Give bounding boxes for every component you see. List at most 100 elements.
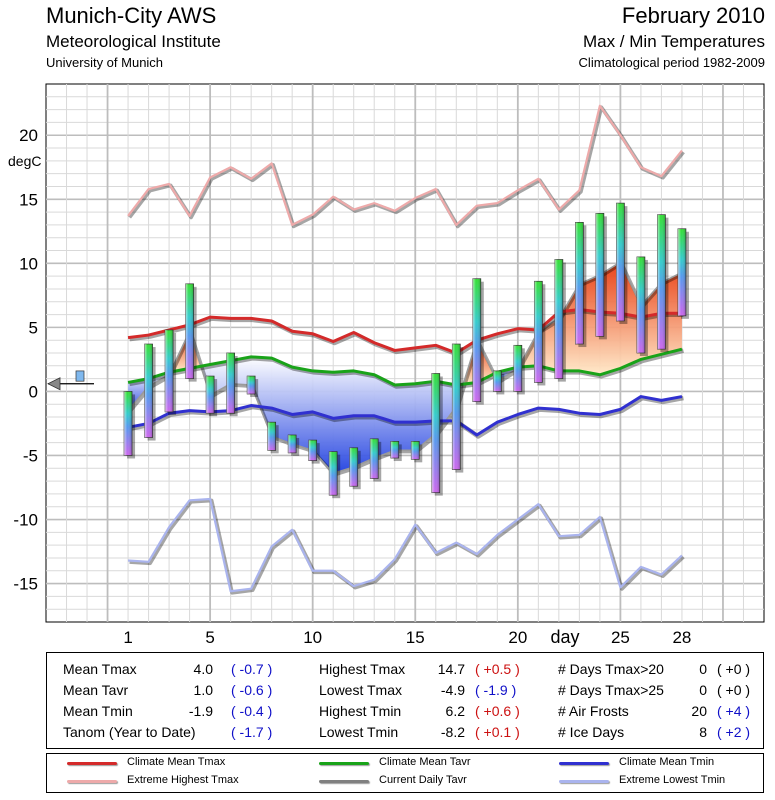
- legend-swatch: [319, 780, 369, 783]
- y-tick-label: -5: [23, 446, 38, 465]
- daily-range-bar: [308, 439, 320, 464]
- university-name: University of Munich: [46, 55, 164, 70]
- chart-subtitle: Max / Min Temperatures: [582, 32, 765, 51]
- bar-highlight: [349, 447, 358, 487]
- extreme-lowest-tmin-line-shadow: [129, 498, 685, 595]
- stat-label: # Air Frosts: [558, 703, 629, 719]
- daily-range-bar: [533, 280, 546, 386]
- bar-highlight: [636, 256, 645, 353]
- legend-swatch: [319, 762, 369, 765]
- y-tick-label: 5: [29, 318, 38, 337]
- daily-range-bar: [246, 375, 259, 397]
- daily-range-bar: [616, 202, 628, 324]
- y-tick-label: 20: [19, 126, 38, 145]
- stat-anomaly: ( +4 ): [717, 703, 751, 719]
- legend-label: Extreme Highest Tmax: [127, 774, 239, 786]
- bar-highlight: [411, 441, 420, 460]
- bar-highlight: [534, 281, 543, 383]
- y-tick-label: 15: [19, 190, 38, 209]
- stat-value: -4.9: [440, 682, 465, 698]
- stat-label: # Days Tmax>25: [558, 682, 664, 698]
- daily-range-bar: [349, 447, 361, 490]
- daily-range-bar: [492, 370, 505, 395]
- x-tick-label: 25: [611, 628, 630, 647]
- bar-highlight: [513, 345, 522, 392]
- stat-value: 1.0: [193, 682, 213, 698]
- daily-range-bar: [287, 434, 300, 456]
- stat-value: 0: [699, 682, 707, 698]
- stat-anomaly: ( +2 ): [717, 724, 751, 740]
- daily-range-bar: [205, 375, 218, 417]
- legend-label: Current Daily Tavr: [379, 774, 467, 786]
- legend-swatch: [559, 780, 609, 783]
- bar-highlight: [267, 422, 276, 451]
- ytd-marker-arrow: [47, 377, 61, 391]
- bar-highlight: [329, 451, 338, 496]
- stat-value: 8: [699, 724, 707, 740]
- month-title: February 2010: [621, 3, 765, 28]
- extreme-highest-tmax-line: [127, 104, 683, 227]
- stat-label: Highest Tmin: [319, 703, 402, 719]
- stat-anomaly: ( +0.6 ): [475, 703, 520, 719]
- daily-range-bar: [328, 451, 341, 499]
- stat-label: Lowest Tmax: [319, 682, 402, 698]
- stat-anomaly: ( -0.4 ): [231, 703, 273, 719]
- stat-value: 4.0: [193, 661, 213, 677]
- bar-highlight: [390, 441, 399, 459]
- y-tick-label: 10: [19, 254, 38, 273]
- daily-range-bar: [369, 438, 382, 482]
- x-tick-label: 20: [508, 628, 527, 647]
- stat-label: Mean Tmin: [63, 703, 133, 719]
- legend-label: Climate Mean Tmax: [127, 756, 226, 768]
- stat-anomaly: ( +0.1 ): [475, 724, 520, 740]
- legend-swatch: [67, 780, 117, 783]
- bar-highlight: [165, 329, 174, 412]
- bar-highlight: [677, 228, 686, 316]
- x-tick-label: 10: [303, 628, 322, 647]
- climate-mean-tavr-line: [127, 347, 683, 387]
- daily-range-bar: [185, 283, 197, 382]
- daily-range-bar: [595, 213, 607, 340]
- daily-range-bar: [267, 421, 279, 454]
- bar-highlight: [370, 438, 379, 479]
- extreme-highest-tmax-line-shadow: [128, 105, 685, 229]
- current-daily-tavr-line: [127, 261, 683, 475]
- daily-range-bar: [636, 256, 648, 356]
- climate-mean-tmin-line: [127, 395, 683, 437]
- ytd-marker-bar: [75, 370, 85, 382]
- daily-range-bar: [431, 373, 443, 496]
- bar-highlight: [616, 203, 625, 321]
- stat-value: 0: [699, 661, 707, 677]
- legend-swatch: [559, 762, 609, 765]
- bar-highlight: [185, 283, 194, 379]
- stat-value: 6.2: [445, 703, 465, 719]
- legend: Climate Mean Tmax Extreme Highest Tmax Cli…: [46, 753, 764, 793]
- stat-anomaly: ( -1.7 ): [231, 724, 273, 740]
- bar-highlight: [554, 259, 563, 379]
- current-daily-tavr-line-shadow: [128, 262, 685, 477]
- bar-highlight: [288, 434, 297, 453]
- legend-label: Climate Mean Tavr: [379, 756, 471, 768]
- x-tick-label: 15: [406, 628, 425, 647]
- y-tick-label: -10: [13, 511, 38, 530]
- daily-range-bar: [513, 344, 525, 395]
- legend-label: Climate Mean Tmin: [619, 756, 715, 768]
- bar-highlight: [493, 370, 502, 392]
- stat-label: Tanom (Year to Date): [63, 724, 196, 740]
- extreme-lowest-tmin-line: [127, 497, 683, 593]
- legend-label: Extreme Lowest Tmin: [619, 774, 726, 786]
- stat-anomaly: ( -0.7 ): [231, 661, 273, 677]
- daily-range-bar: [123, 391, 136, 459]
- daily-range-bar: [410, 441, 423, 463]
- stat-anomaly: ( -1.9 ): [475, 682, 517, 698]
- daily-range-bar: [144, 343, 156, 441]
- bar-highlight: [452, 344, 461, 470]
- stat-label: # Ice Days: [558, 724, 625, 740]
- statistics-panel: Mean Tmax 4.0 ( -0.7 ) Mean Tavr 1.0 ( -0.6 )…: [46, 652, 764, 749]
- daily-range-bar: [657, 214, 669, 353]
- daily-range-bar: [390, 441, 402, 462]
- stat-value: 20: [691, 703, 707, 719]
- bar-highlight: [308, 440, 317, 461]
- daily-range-bar: [451, 343, 464, 473]
- climate-period: Climatological period 1982-2009: [578, 55, 765, 70]
